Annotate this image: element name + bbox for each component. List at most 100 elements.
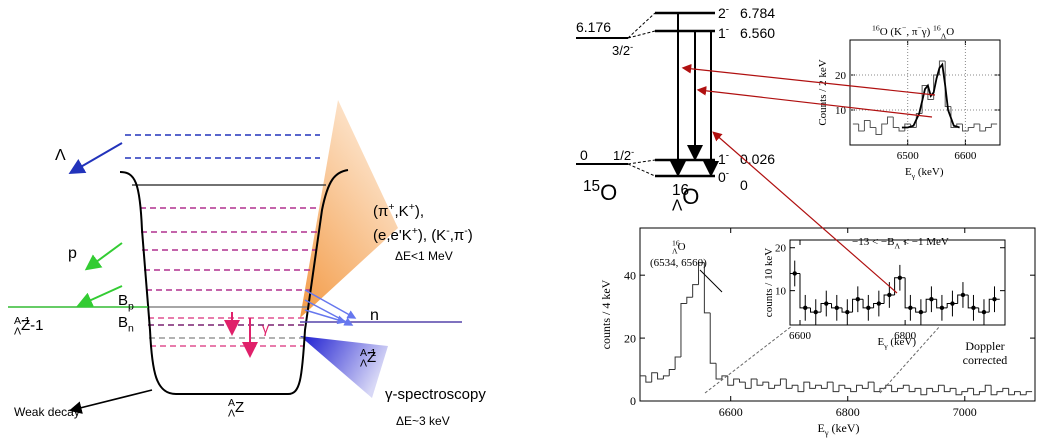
x-axis-label: Eγ (keV) (905, 166, 944, 180)
connector (628, 13, 655, 38)
lambda-label: Λ (55, 147, 66, 164)
level-energy: 6.176 (576, 19, 611, 35)
text-part: Z (367, 349, 376, 366)
y-tick-label: 0 (630, 394, 636, 408)
reaction-resolution: ΔE<1 MeV (395, 249, 453, 263)
note: corrected (963, 353, 1008, 367)
text-part: - (726, 150, 729, 161)
text-part: 16 (872, 24, 880, 33)
level-spin: 1/2- (613, 147, 634, 163)
level-spin: 1- (718, 150, 729, 167)
text-part: n (128, 323, 134, 335)
data-point (866, 306, 870, 310)
text-part: γ) (921, 26, 933, 38)
data-point (961, 293, 965, 297)
figure: Λ p n γ Bp Bn A-1ΛZ-1 A-1ΛZ AΛZ Weak dec… (0, 0, 1043, 442)
level-spin: 3/2- (612, 42, 633, 58)
text-part: O (600, 180, 617, 205)
x-tick-label: 6500 (897, 150, 920, 162)
data-point (919, 310, 923, 314)
proton-arrow (80, 286, 122, 305)
text-part: O (682, 184, 699, 209)
y-axis-label: counts / 4 keV (599, 279, 613, 349)
y-tick-label: 40 (624, 268, 636, 282)
data-point (940, 306, 944, 310)
level-spin: 1- (718, 24, 729, 41)
level-energy: 0 (740, 177, 748, 193)
text-part: E (818, 421, 825, 435)
text-part: Z (235, 399, 244, 416)
data-point (824, 301, 828, 305)
data-point (971, 306, 975, 310)
data-point (908, 306, 912, 310)
text-part: O (K (880, 26, 902, 38)
x-tick-label: 6800 (836, 405, 860, 419)
level-energy: 6.784 (740, 5, 775, 21)
text-part: B (118, 292, 128, 309)
nucleus-name: 16ΛO (672, 182, 699, 214)
neutron-label: n (370, 307, 379, 324)
note: Doppler (965, 339, 1004, 353)
text-part: B (118, 314, 128, 331)
weak-decay-label: Weak decay (14, 405, 80, 419)
text-part: ), (415, 203, 424, 220)
text-part: , π (906, 26, 918, 38)
proton-label: p (68, 245, 77, 262)
text-part: (e,e'K (373, 227, 412, 244)
lambda-arrow (72, 143, 122, 172)
x-axis-label: Eγ (keV) (818, 421, 860, 438)
text-part: - (630, 42, 633, 52)
text-part: - (726, 24, 729, 35)
text-part: Λ (360, 358, 367, 370)
x-tick-label: 7000 (953, 405, 977, 419)
neutron-arrow (305, 310, 345, 322)
data-point (992, 297, 996, 301)
y-axis-label: counts / 10 keV (763, 248, 775, 317)
text-part: (keV) (915, 166, 944, 178)
text-part: 15 (583, 178, 600, 195)
plot-title: 16O (K−, π−γ) 16ΛO (872, 24, 954, 41)
text-part: 2 (718, 5, 726, 21)
gamma-label: γ (262, 320, 269, 336)
level-energy: 6.560 (740, 25, 775, 41)
data-point (898, 276, 902, 280)
text-part: 16 (933, 24, 941, 33)
text-part: 1 (718, 151, 726, 167)
level-energy: 0.026 (740, 151, 775, 167)
y-axis-label: Counts / 2 keV (817, 59, 829, 125)
gamma-resolution: ΔE~3 keV (396, 414, 450, 428)
bn-label: Bn (118, 314, 134, 335)
text-part: ), (K (418, 227, 446, 244)
level-scheme: 6.176 3/2- 0 1/2- 2- 6.784 1- 6.560 1- 0… (576, 4, 775, 214)
x-tick-label: 6600 (954, 150, 977, 162)
data-point (803, 306, 807, 310)
levels (125, 135, 326, 346)
text-part: (keV) (888, 336, 917, 348)
bp-label: Bp (118, 292, 134, 313)
text-part: O (678, 241, 686, 253)
data-point (982, 310, 986, 314)
y-tick-label: 20 (624, 331, 636, 345)
connector (628, 164, 655, 176)
weak-decay-arrow (72, 390, 152, 410)
x-tick-label: 6600 (789, 330, 812, 342)
text-part: - (631, 147, 634, 157)
data-point (950, 301, 954, 305)
text-part: p (128, 301, 134, 313)
text-part: ,π (450, 227, 465, 244)
text-part: ) (468, 227, 473, 244)
nucleus-name: 15O (583, 178, 617, 205)
text-part: 1 (718, 25, 726, 41)
text-part: - (726, 168, 729, 179)
reaction-label: (π+,K+), (373, 201, 424, 220)
data-point (793, 271, 797, 275)
text-part: Z-1 (21, 317, 44, 334)
reaction-label: (e,e'K+), (K-,π-) (373, 225, 473, 244)
text-part: 1/2 (613, 148, 631, 163)
text-part: - (726, 4, 729, 15)
